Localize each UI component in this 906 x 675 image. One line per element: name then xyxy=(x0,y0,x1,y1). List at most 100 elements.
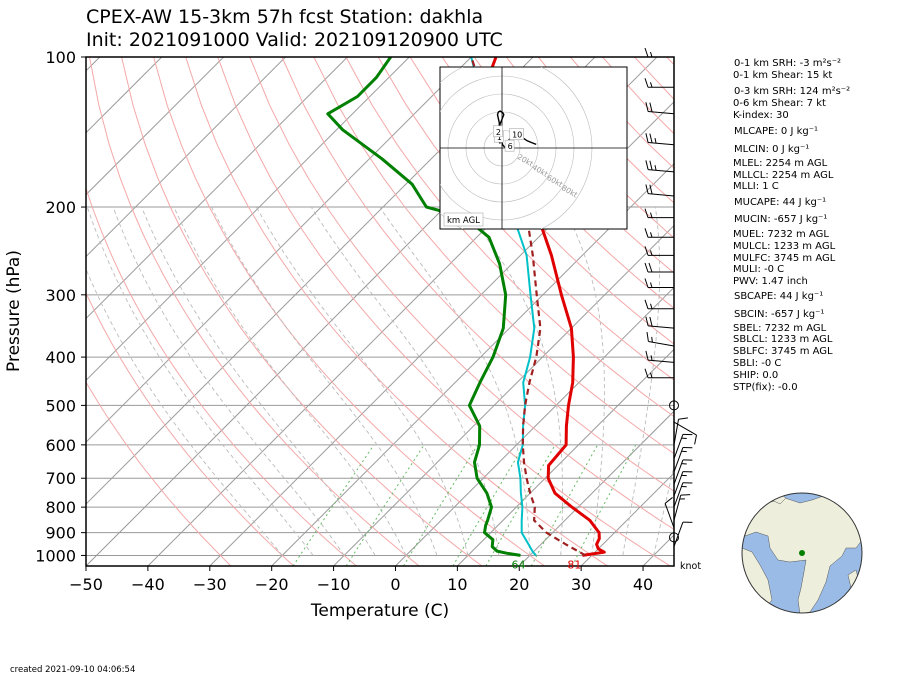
x-tick-label: −10 xyxy=(317,575,351,594)
svg-text:6: 6 xyxy=(508,142,513,151)
dry-adiabat-line xyxy=(217,57,671,566)
moist-adiabat-line xyxy=(622,206,661,556)
mixing-ratio-line xyxy=(345,444,425,566)
moist-adiabat-line xyxy=(141,206,376,556)
moist-adiabat-line xyxy=(173,206,407,556)
dry-adiabat-line xyxy=(409,57,674,345)
mixing-ratio-line xyxy=(403,444,479,566)
index-entry: SBLI: -0 C xyxy=(733,358,781,369)
y-tick-label: 400 xyxy=(45,348,76,367)
moist-adiabat-line xyxy=(112,206,345,556)
y-tick-label: 700 xyxy=(45,469,76,488)
index-entry: K-index: 30 xyxy=(733,110,789,121)
wind-barb xyxy=(673,521,693,547)
dry-adiabat-line xyxy=(86,381,232,566)
moist-adiabat-line xyxy=(653,464,674,556)
moist-adiabat-line xyxy=(86,268,283,556)
surface-temperature-label: 81 xyxy=(567,558,581,571)
wind-barb xyxy=(644,47,674,58)
wind-barb xyxy=(646,332,675,347)
index-entry: MLEL: 2254 m AGL xyxy=(733,158,828,169)
thermodynamic-background-lines xyxy=(86,57,674,566)
created-timestamp: created 2021-09-10 04:06:54 xyxy=(10,665,135,675)
isotherm-line xyxy=(86,57,348,320)
index-entry: SHIP: 0.0 xyxy=(733,370,778,381)
x-tick-label: −50 xyxy=(69,575,103,594)
svg-text:1: 1 xyxy=(497,133,502,142)
y-tick-label: 800 xyxy=(45,498,76,517)
x-axis: −50 −40 −30 −20 −10 0 10 20 30 40 xyxy=(69,566,653,594)
wind-barb xyxy=(644,278,674,288)
hodograph-height-label: 2 xyxy=(493,125,503,138)
hodograph-label-box xyxy=(443,212,484,227)
wind-barb xyxy=(669,532,679,543)
x-tick-label: −40 xyxy=(131,575,165,594)
y-tick-label: 300 xyxy=(45,286,76,305)
mixing-ratio-line xyxy=(452,444,525,566)
wind-barb xyxy=(644,78,674,88)
moist-adiabat-line xyxy=(256,206,469,556)
hodograph-height-label: 6 xyxy=(504,139,515,152)
hodograph-label: km AGL xyxy=(447,216,480,226)
index-entry: MUEL: 7232 m AGL xyxy=(733,229,829,240)
y-axis-label: Pressure (hPa) xyxy=(4,250,24,372)
dry-adiabat-line xyxy=(281,57,674,492)
wind-barb xyxy=(673,471,693,497)
wind-barb xyxy=(645,160,675,173)
svg-text:2: 2 xyxy=(496,128,501,137)
dry-adiabat-line xyxy=(313,57,674,455)
dry-adiabat-line xyxy=(473,57,674,274)
wind-barb xyxy=(673,447,693,473)
moist-adiabat-line xyxy=(211,206,438,556)
parcel-profile-line xyxy=(470,57,587,557)
index-entry: SBEL: 7232 m AGL xyxy=(733,323,827,334)
globe-outline xyxy=(741,492,863,614)
wind-barb xyxy=(645,350,675,363)
dry-adiabat-line xyxy=(86,291,295,566)
moist-adiabat-line xyxy=(86,206,314,556)
isotherm-line xyxy=(86,57,410,382)
wind-barb xyxy=(644,299,674,310)
station-marker xyxy=(799,550,805,556)
x-tick-label: 0 xyxy=(390,575,400,594)
x-tick-label: −20 xyxy=(255,575,289,594)
indices-panel: 0-1 km SRH: -3 m²s⁻²0-1 km Shear: 15 kt 0… xyxy=(733,58,850,393)
hodograph-height-label: 10 xyxy=(509,128,524,140)
chart-title-line1: CPEX-AW 15-3km 57h fcst Station: dakhla xyxy=(86,6,483,28)
index-entry: 0-6 km Shear: 7 kt xyxy=(733,98,826,109)
index-entry: MULFC: 3745 m AGL xyxy=(733,253,836,264)
chart-title-line2: Init: 2021091000 Valid: 202109120900 UTC xyxy=(86,29,503,51)
wind-barb xyxy=(644,368,674,379)
y-tick-label: 500 xyxy=(45,396,76,415)
index-entry: MUCIN: -657 J kg⁻¹ xyxy=(734,214,827,225)
moist-adiabat-line xyxy=(379,206,531,556)
index-entry: 0-1 km Shear: 15 kt xyxy=(733,70,832,81)
wind-barb xyxy=(644,246,674,256)
isotherm-line xyxy=(86,57,286,258)
dry-adiabat-line xyxy=(89,57,420,566)
index-entry: MULCL: 1233 m AGL xyxy=(733,241,836,252)
isotherm-line xyxy=(271,162,674,566)
isotherm-line xyxy=(86,57,472,443)
x-tick-label: 10 xyxy=(447,575,467,594)
index-entry: MLLI: 1 C xyxy=(733,181,779,192)
wind-barb xyxy=(673,417,688,445)
wind-barb xyxy=(673,433,693,460)
y-axis: 100 200 300 400 500 600 700 800 900 1000 xyxy=(35,48,86,565)
isotherm-line xyxy=(209,101,674,566)
wind-barb xyxy=(673,494,691,521)
x-tick-label: −30 xyxy=(193,575,227,594)
isotherm-line xyxy=(580,472,674,566)
station-locator-globe xyxy=(741,492,863,614)
y-tick-label: 1000 xyxy=(35,546,76,565)
wind-barb xyxy=(645,102,675,115)
moist-adiabat-line xyxy=(563,206,605,556)
dry-adiabat-line xyxy=(185,57,608,566)
y-tick-label: 900 xyxy=(45,524,76,543)
x-tick-label: 20 xyxy=(509,575,529,594)
dry-adiabat-line xyxy=(441,57,674,309)
x-tick-label: 40 xyxy=(633,575,653,594)
index-entry: MUCAPE: 44 J kg⁻¹ xyxy=(734,197,826,208)
